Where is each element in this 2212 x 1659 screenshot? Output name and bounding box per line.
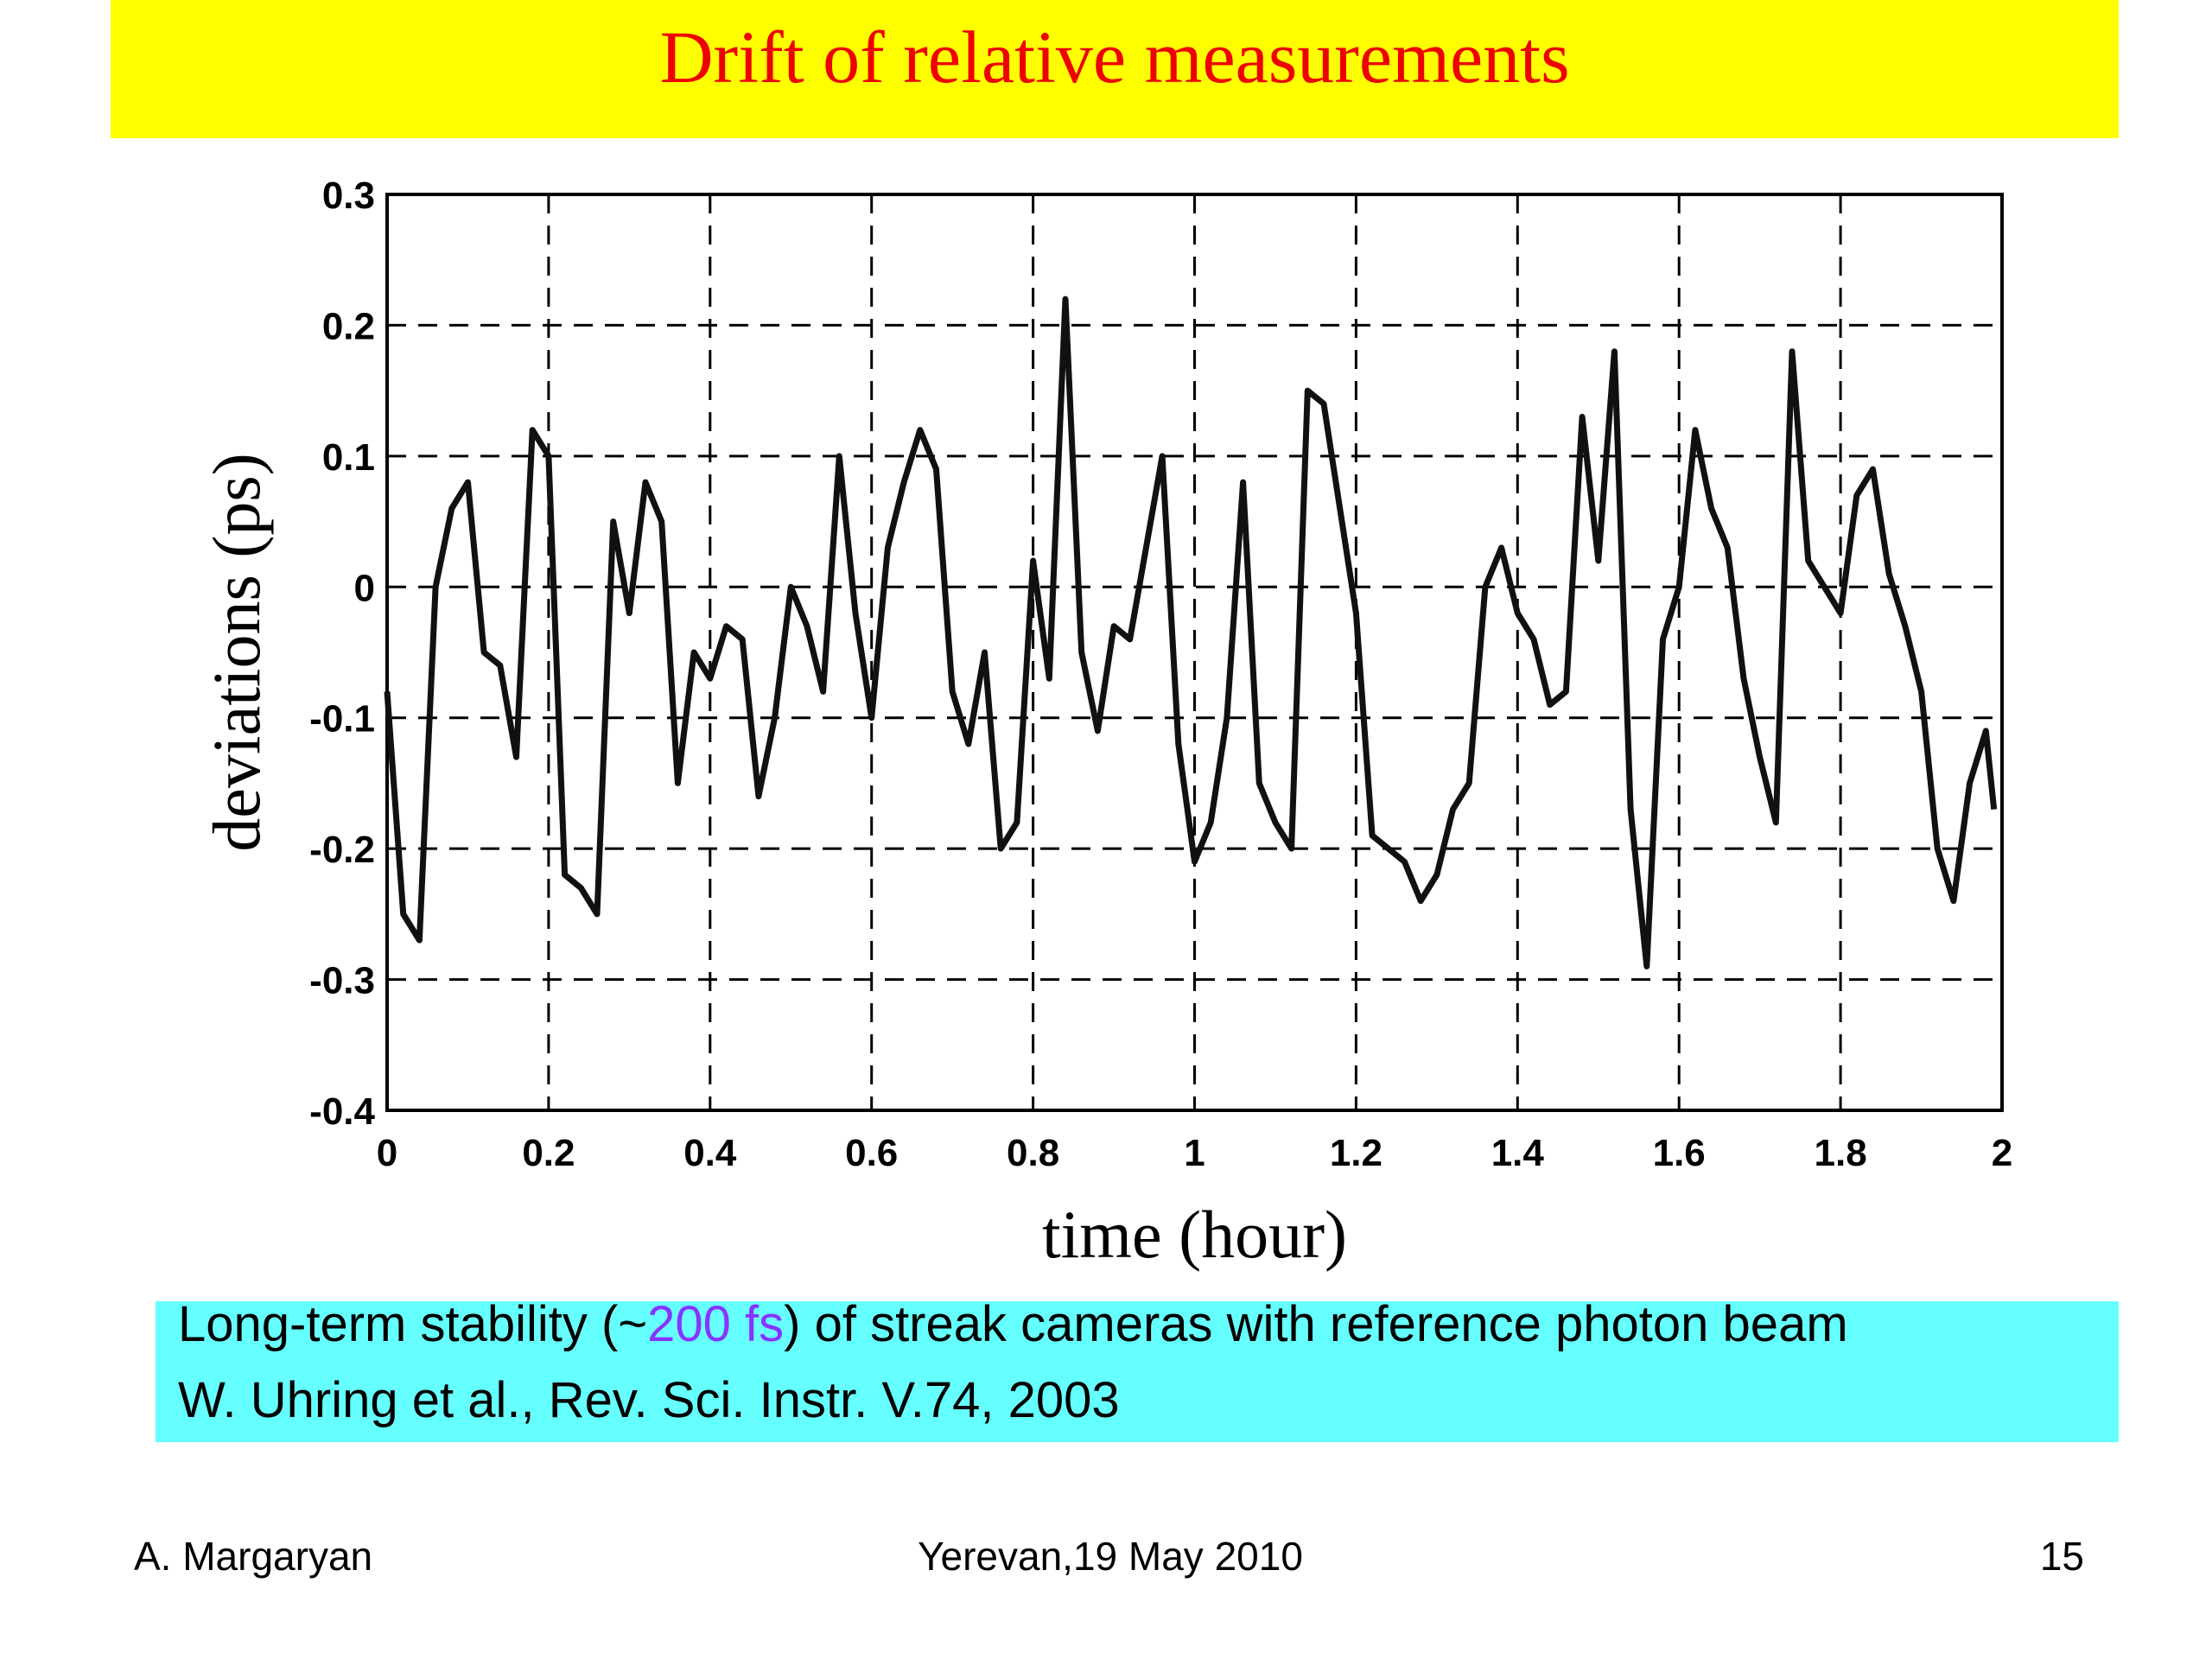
x-tick-label: 2: [1992, 1132, 2012, 1174]
x-tick-label: 1: [1184, 1132, 1205, 1174]
x-tick-label: 1.4: [1491, 1132, 1545, 1174]
slide-title: Drift of relative measurements: [659, 16, 1569, 99]
caption-text: ) of streak cameras with reference photo…: [784, 1296, 1847, 1352]
caption-line: W. Uhring et al., Rev. Sci. Instr. V.74,…: [178, 1372, 1120, 1428]
chart: -0.4 -0.3 -0.2 -0.1 0 0.1 0.2 0.3 0 0.2 0.4 0.6 0.8 1…: [199, 175, 2012, 1272]
title-band: [111, 0, 2119, 138]
footer-author: A. Margaryan: [134, 1534, 372, 1579]
x-axis-label: time (hour): [1042, 1197, 1347, 1272]
y-tick-label: -0.3: [309, 960, 375, 1002]
caption-highlight: 200 fs: [647, 1296, 784, 1352]
y-tick-label: -0.4: [309, 1090, 375, 1133]
footer-page: 15: [2040, 1534, 2084, 1579]
x-tick-label: 1.6: [1653, 1132, 1706, 1174]
y-tick-label: 0.1: [322, 436, 375, 479]
footer-event: Yerevan,19 May 2010: [918, 1534, 1303, 1579]
x-tick-label: 0: [377, 1132, 397, 1174]
y-tick-label: 0.3: [322, 175, 375, 217]
caption-band: [156, 1301, 2119, 1442]
x-tick-label: 0.6: [845, 1132, 898, 1174]
x-tick-label: 1.8: [1815, 1132, 1867, 1174]
caption-line: Long-term stability (~200 fs) of streak …: [178, 1296, 1848, 1352]
plot-frame: [385, 193, 2004, 1112]
x-tick-label: 0.8: [1007, 1132, 1059, 1174]
data-line: [384, 296, 1998, 969]
y-tick-label: 0: [354, 567, 375, 609]
x-tick-label: 1.2: [1330, 1132, 1382, 1174]
caption-text: Long-term stability (~: [178, 1296, 647, 1352]
x-tick-label: 0.4: [683, 1132, 737, 1174]
y-tick-label: 0.2: [322, 305, 375, 347]
y-tick-label: -0.2: [309, 829, 375, 871]
y-tick-label: -0.1: [309, 698, 375, 741]
y-axis-label: deviations (ps): [199, 453, 274, 851]
x-tick-label: 0.2: [522, 1132, 575, 1174]
